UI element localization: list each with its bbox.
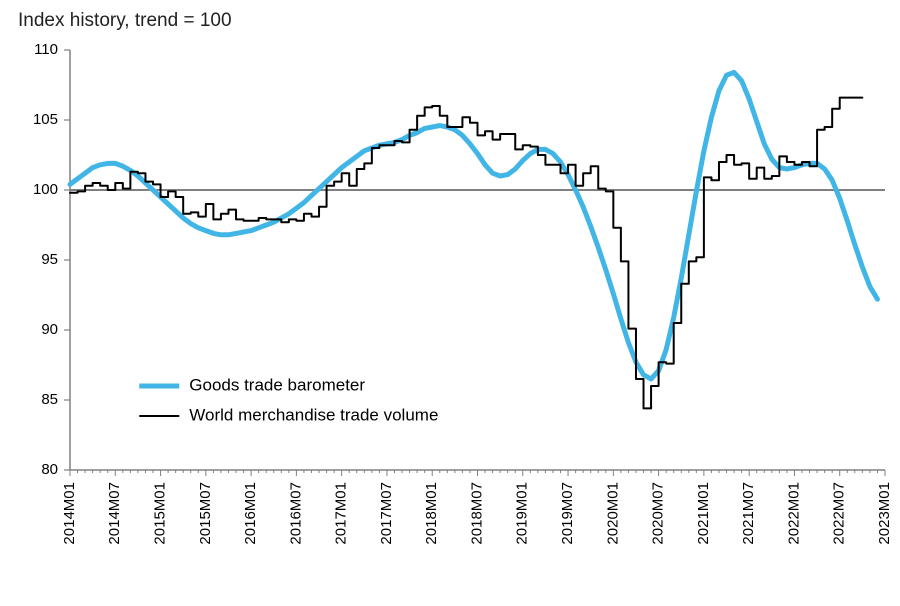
y-tick-label: 95 bbox=[41, 251, 58, 268]
x-tick-label: 2015M07 bbox=[197, 482, 214, 545]
chart-title: Index history, trend = 100 bbox=[18, 10, 232, 31]
x-tick-label: 2020M07 bbox=[650, 482, 667, 545]
trade-index-chart: Index history, trend = 100 80 85 90 95 100 105… bbox=[0, 0, 900, 606]
x-tick-label: 2017M01 bbox=[333, 482, 350, 545]
x-tick-label: 2016M01 bbox=[242, 482, 259, 545]
x-tick-label: 2023M01 bbox=[876, 482, 893, 545]
legend-label-0: Goods trade barometer bbox=[189, 375, 365, 394]
y-tick-label: 90 bbox=[41, 321, 58, 338]
y-tick-label: 110 bbox=[34, 41, 58, 58]
x-tick-label: 2019M07 bbox=[559, 482, 576, 545]
y-tick-label: 105 bbox=[33, 111, 58, 128]
x-tick-label: 2014M01 bbox=[61, 482, 78, 545]
legend-label-1: World merchandise trade volume bbox=[189, 405, 438, 424]
y-tick-label: 85 bbox=[41, 391, 58, 408]
y-tick-label: 100 bbox=[33, 181, 58, 198]
x-tick-label: 2018M07 bbox=[468, 482, 485, 545]
x-tick-label: 2016M07 bbox=[287, 482, 304, 545]
x-tick-label: 2020M01 bbox=[604, 482, 621, 545]
x-tick-label: 2019M01 bbox=[514, 482, 531, 545]
x-tick-label: 2018M01 bbox=[423, 482, 440, 545]
x-tick-label: 2022M07 bbox=[831, 482, 848, 545]
x-tick-label: 2022M01 bbox=[785, 482, 802, 545]
x-tick-label: 2015M01 bbox=[152, 482, 169, 545]
x-tick-label: 2014M07 bbox=[106, 482, 123, 545]
x-tick-label: 2021M07 bbox=[740, 482, 757, 545]
y-tick-label: 80 bbox=[41, 461, 58, 478]
x-tick-label: 2021M01 bbox=[695, 482, 712, 545]
x-tick-label: 2017M07 bbox=[378, 482, 395, 545]
